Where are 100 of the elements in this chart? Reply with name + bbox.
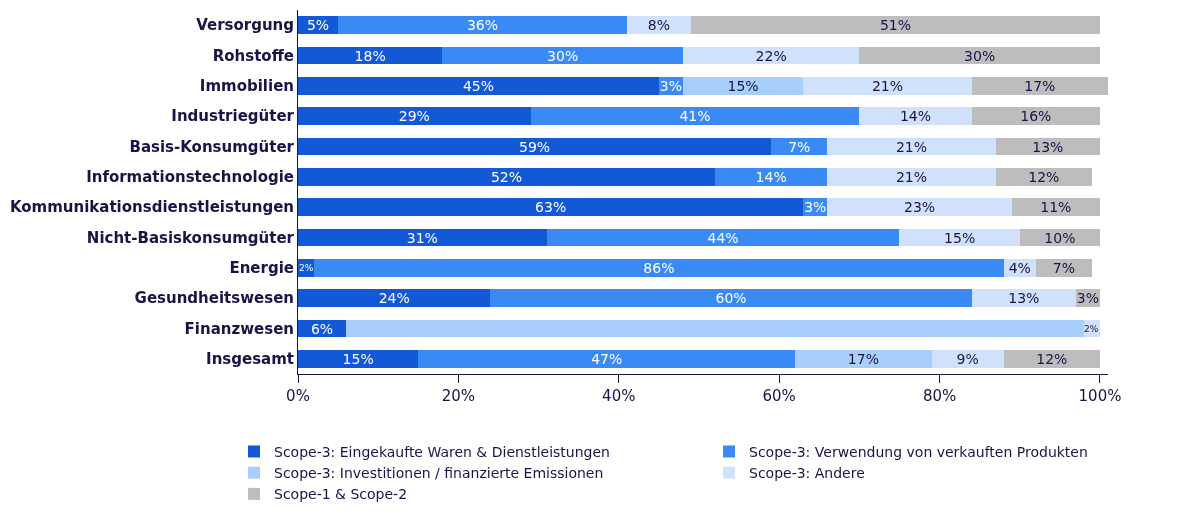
data-label: 14%	[899, 108, 932, 125]
x-tick-label: 40%	[602, 387, 636, 405]
data-label: 44%	[707, 229, 739, 246]
bar	[690, 16, 1100, 34]
bar	[298, 198, 804, 216]
y-tick-label: Basis-Konsumgüter	[129, 137, 295, 156]
data-label: 3%	[1076, 290, 1100, 307]
bar	[827, 168, 996, 186]
data-label: 22%	[755, 47, 787, 64]
data-label: 24%	[378, 290, 410, 307]
data-label: 11%	[1040, 199, 1072, 216]
bar	[859, 46, 1100, 65]
y-tick-label: Gesundheitswesen	[134, 289, 294, 308]
data-label: 41%	[679, 108, 711, 125]
bar	[1035, 259, 1092, 277]
data-label: 18%	[354, 47, 386, 64]
data-label: 15%	[342, 350, 374, 367]
data-label: 23%	[903, 199, 936, 216]
data-label: 8%	[647, 17, 670, 34]
data-label: 2%	[1084, 324, 1099, 334]
legend-label: Scope-3: Investitionen / finanzierte Emissionen	[274, 465, 604, 482]
data-label: 59%	[519, 138, 551, 155]
data-label: 29%	[398, 108, 430, 125]
data-label: 9%	[956, 350, 979, 367]
bar	[298, 137, 772, 156]
y-tick-label: Finanzwesen	[184, 319, 294, 338]
legend-label: Scope-3: Verwendung von verkauften Produkten	[749, 443, 1088, 460]
bar	[1003, 350, 1100, 368]
bar	[827, 137, 996, 156]
legend-label: Scope-3: Andere	[749, 465, 865, 482]
data-label: 15%	[727, 77, 759, 94]
data-label: 45%	[462, 77, 495, 94]
bar	[314, 259, 1004, 277]
bar	[298, 77, 659, 95]
data-label: 14%	[755, 168, 787, 185]
bar	[418, 350, 796, 368]
data-label: 30%	[964, 47, 996, 64]
bar	[298, 350, 419, 368]
bar	[298, 107, 531, 125]
data-label: 7%	[1052, 259, 1075, 276]
bar	[298, 168, 716, 186]
x-tick-label: 60%	[762, 387, 796, 405]
y-tick-label: Industriegüter	[171, 107, 295, 126]
bar	[626, 16, 691, 34]
bar	[442, 46, 683, 65]
y-tick-label: Informationstechnologie	[86, 168, 294, 187]
y-tick-label: Immobilien	[199, 77, 294, 96]
data-label: 12%	[1036, 350, 1068, 367]
data-label: 17%	[847, 350, 879, 367]
data-label: 21%	[871, 77, 904, 94]
data-label: 47%	[591, 350, 623, 367]
data-label: 21%	[895, 138, 928, 155]
y-tick-label: Rohstoffe	[212, 46, 294, 65]
x-tick-label: 80%	[922, 387, 957, 405]
bar	[1011, 198, 1100, 216]
bar	[490, 289, 972, 307]
data-label: 6%	[310, 320, 334, 337]
data-label: 63%	[535, 199, 567, 216]
legend-label: Scope-1 & Scope-2	[274, 486, 408, 503]
data-label: 7%	[788, 138, 811, 155]
data-label: 17%	[1024, 77, 1056, 94]
data-label: 30%	[547, 47, 579, 64]
bar	[715, 168, 828, 186]
data-label: 13%	[1032, 138, 1064, 155]
data-label: 31%	[406, 229, 438, 246]
bar	[971, 289, 1076, 307]
bar	[995, 168, 1092, 186]
bar	[298, 289, 491, 307]
legend-label: Scope-3: Eingekaufte Waren & Dienstleistungen	[274, 443, 610, 460]
data-label: 10%	[1044, 229, 1076, 246]
bar	[859, 107, 972, 125]
data-label: 12%	[1028, 168, 1060, 185]
y-tick-label: Insgesamt	[206, 350, 294, 369]
data-label: 15%	[944, 229, 976, 246]
data-label: 5%	[306, 17, 330, 34]
y-tick-label: Nicht-Basiskonsumgüter	[86, 228, 295, 247]
data-label: 3%	[659, 77, 683, 94]
data-label: 16%	[1020, 108, 1052, 125]
data-label: 36%	[466, 17, 499, 34]
data-label: 21%	[895, 168, 928, 185]
data-label: 51%	[879, 17, 912, 34]
bar	[530, 107, 860, 125]
bar	[682, 77, 804, 95]
x-tick-label: 0%	[286, 387, 310, 405]
y-tick-label: Energie	[229, 259, 294, 278]
data-label: 2%	[299, 263, 314, 273]
bar	[682, 46, 860, 65]
y-tick-label: Kommunikationsdienstleistungen	[9, 198, 294, 217]
x-tick-label: 20%	[441, 387, 476, 405]
data-label: 4%	[1008, 259, 1031, 276]
bar	[338, 16, 627, 34]
bar	[971, 77, 1108, 95]
bar	[827, 198, 1012, 216]
data-label: 13%	[1008, 290, 1040, 307]
bar	[971, 107, 1100, 125]
data-label: 60%	[715, 290, 747, 307]
y-tick-label: Versorgung	[196, 16, 294, 35]
data-label: 3%	[804, 199, 827, 216]
bar	[931, 350, 1004, 368]
x-tick-label: 100%	[1078, 387, 1122, 405]
